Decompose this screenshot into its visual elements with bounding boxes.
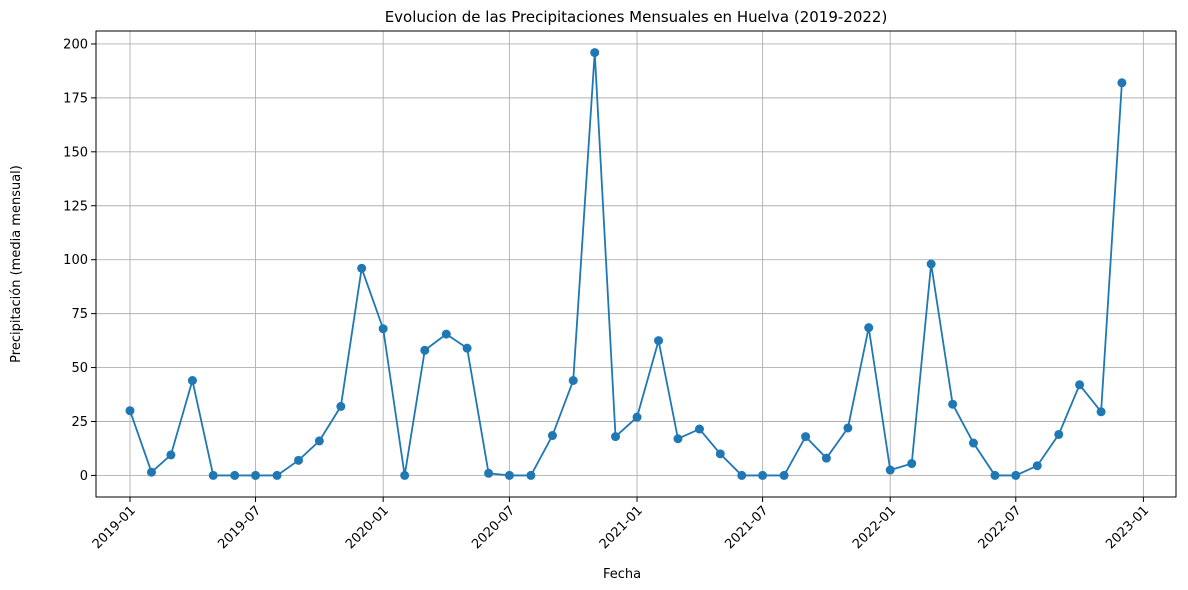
- x-tick-label: 2022-07: [976, 503, 1025, 552]
- data-point: [568, 376, 578, 385]
- y-tick-label: 25: [71, 415, 88, 430]
- x-tick-label: 2019-07: [215, 503, 264, 552]
- data-point: [441, 329, 451, 339]
- data-point: [187, 376, 197, 385]
- data-point: [779, 470, 789, 480]
- y-tick-label: 150: [63, 145, 88, 160]
- chart-title: Evolucion de las Precipitaciones Mensual…: [385, 8, 888, 26]
- y-tick-label: 75: [71, 307, 88, 322]
- data-point: [547, 431, 557, 441]
- x-tick-label: 2023-01: [1103, 503, 1152, 552]
- data-point: [926, 259, 936, 269]
- data-point: [1054, 429, 1064, 439]
- data-point: [611, 432, 621, 442]
- data-point: [1096, 407, 1106, 417]
- data-point: [230, 470, 240, 480]
- data-point: [590, 48, 600, 58]
- data-point: [673, 434, 683, 444]
- data-point: [357, 263, 367, 273]
- y-tick-label: 200: [63, 37, 88, 52]
- data-point: [504, 470, 514, 480]
- grid: [96, 31, 1176, 497]
- data-point: [654, 336, 664, 346]
- y-tick-label: 50: [71, 361, 88, 376]
- data-point: [272, 470, 282, 480]
- data-point: [166, 450, 176, 460]
- data-point: [400, 470, 410, 480]
- data-point: [146, 467, 156, 477]
- data-point: [694, 424, 704, 434]
- y-tick-label: 125: [63, 199, 88, 214]
- plot-frame: [95, 30, 1177, 498]
- data-point: [990, 470, 1000, 480]
- data-point: [1075, 380, 1085, 390]
- x-tick-label: 2020-01: [343, 503, 392, 552]
- x-axis-label: Fecha: [603, 567, 641, 582]
- data-point: [843, 423, 853, 433]
- data-point: [314, 436, 324, 446]
- data-point: [1011, 470, 1021, 480]
- data-point: [948, 399, 958, 409]
- data-point: [968, 438, 978, 448]
- data-point: [294, 455, 304, 465]
- data-point: [715, 449, 725, 459]
- x-tick-label: 2021-07: [722, 503, 771, 552]
- y-tick-label: 0: [80, 469, 88, 484]
- y-axis-label: Precipitación (media mensual): [9, 165, 24, 363]
- data-point: [1117, 78, 1127, 88]
- data-point: [462, 343, 472, 353]
- x-axis-ticks: 2019-01 2019-07 2020-01 2020-07 2021-01 2021-…: [90, 497, 1152, 552]
- data-point: [251, 470, 261, 480]
- data-point: [125, 406, 135, 416]
- data-point: [484, 468, 494, 478]
- x-tick-label: 2020-07: [469, 503, 518, 552]
- data-point: [1032, 461, 1042, 471]
- data-point: [885, 465, 895, 475]
- y-tick-label: 100: [63, 253, 88, 268]
- data-point: [632, 412, 642, 422]
- series-line: [129, 52, 1123, 477]
- data-point: [821, 453, 831, 463]
- data-point: [907, 459, 917, 469]
- data-point: [737, 470, 747, 480]
- x-tick-label: 2022-01: [850, 503, 899, 552]
- data-point: [801, 432, 811, 442]
- y-axis-ticks: 0 25 50 75 100 125 150 175 200: [63, 37, 96, 484]
- data-point: [864, 323, 874, 333]
- data-point: [420, 345, 430, 355]
- data-point: [526, 470, 536, 480]
- y-tick-label: 175: [63, 91, 88, 106]
- data-point: [208, 470, 218, 480]
- series-layer: [125, 48, 1127, 480]
- x-tick-label: 2019-01: [90, 503, 139, 552]
- data-point: [758, 470, 768, 480]
- data-point: [378, 324, 388, 334]
- data-point: [336, 401, 346, 411]
- x-tick-label: 2021-01: [597, 503, 646, 552]
